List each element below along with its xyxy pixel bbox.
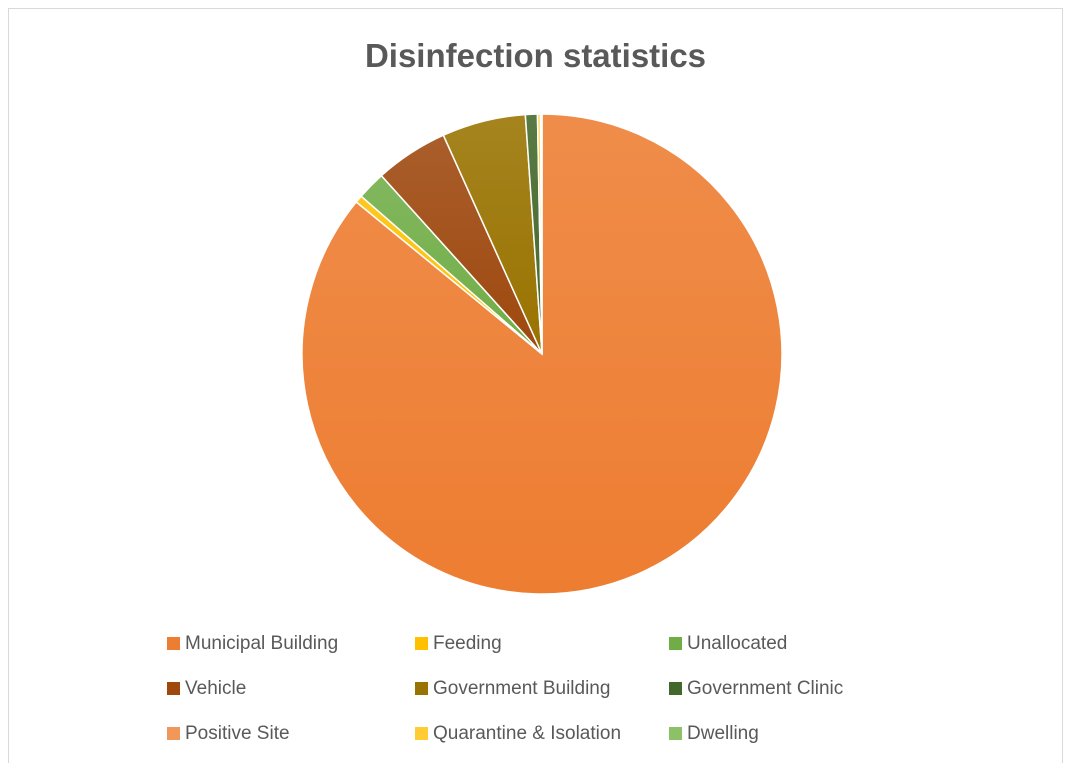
legend-label: Vehicle [185, 677, 247, 699]
legend-swatch [415, 637, 428, 650]
legend-swatch [415, 727, 428, 740]
chart-area: Disinfection statistics Municipal Buildi… [8, 8, 1063, 763]
legend-swatch [669, 682, 682, 695]
legend-item-government-clinic: Government Clinic [669, 676, 909, 701]
legend-swatch [167, 637, 180, 650]
legend-label: Unallocated [687, 632, 788, 654]
legend-label: Government Building [433, 677, 611, 699]
pie-chart [301, 113, 783, 595]
legend-swatch [669, 637, 682, 650]
pie-slice-dwelling [539, 113, 543, 355]
legend-label: Government Clinic [687, 677, 844, 699]
legend-item-vehicle: Vehicle [167, 676, 415, 701]
legend-item-government-building: Government Building [415, 676, 669, 701]
legend-label: Positive Site [185, 722, 290, 744]
legend-swatch [415, 682, 428, 695]
legend-item-dwelling: Dwelling [669, 721, 909, 746]
legend-item-municipal-building: Municipal Building [167, 631, 415, 656]
chart-legend: Municipal Building Feeding Unallocated Vehi… [167, 631, 927, 746]
legend-item-unallocated: Unallocated [669, 631, 909, 656]
legend-swatch [167, 727, 180, 740]
legend-item-positive-site: Positive Site [167, 721, 415, 746]
legend-swatch [167, 682, 180, 695]
chart-title: Disinfection statistics [364, 37, 707, 74]
legend-label: Quarantine & Isolation [433, 722, 622, 744]
legend-label: Dwelling [687, 722, 759, 744]
legend-item-feeding: Feeding [415, 631, 669, 656]
legend-label: Municipal Building [185, 632, 339, 654]
legend-swatch [669, 727, 682, 740]
legend-item-quarantine-isolation: Quarantine & Isolation [415, 721, 669, 746]
legend-label: Feeding [433, 632, 502, 654]
